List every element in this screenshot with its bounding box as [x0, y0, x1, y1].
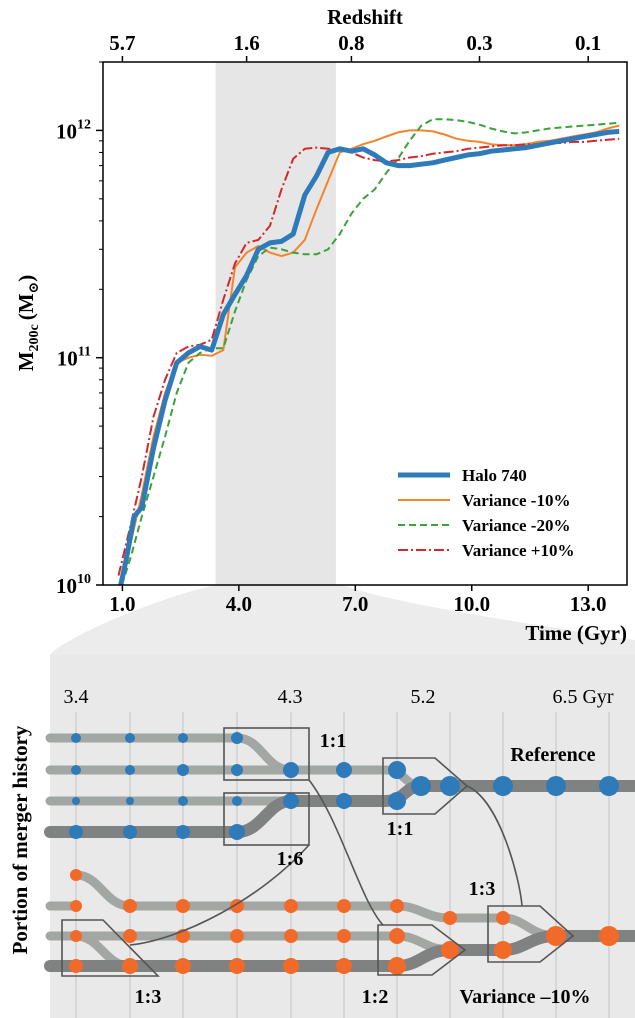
- ref-merger-box-b: [223, 792, 310, 846]
- time-label-4-3: 4.3: [278, 686, 303, 708]
- legend-label-variance-plus-10: Variance +10%: [462, 541, 574, 560]
- ratio-label-ref-c: 1:1: [387, 818, 414, 840]
- ratio-label-ref-a: 1:1: [320, 730, 347, 752]
- connector-1: [308, 779, 384, 926]
- ref-merger-box-a: [223, 727, 310, 781]
- shaded-region: [215, 62, 336, 585]
- series-line-0: [118, 128, 620, 585]
- series-line-2: [120, 118, 620, 585]
- ref-branch-4: [44, 780, 635, 838]
- ratio-label-var-b: 1:2: [362, 986, 389, 1008]
- reference-nodes: [69, 732, 619, 840]
- mass-growth-panel: 1.0 4.0 7.0 10.0 13.0 1010 1011 1012 5.7 1.6 0.8…: [14, 5, 628, 645]
- reference-label: Reference: [510, 744, 595, 766]
- x-tick-label: 4.0: [226, 592, 252, 616]
- x-tick-label: 7.0: [342, 592, 368, 616]
- y-tick-label: 1011: [57, 345, 91, 371]
- merger-history-label: Portion of merger history: [8, 725, 32, 954]
- top-tick-label: 0.3: [466, 31, 492, 55]
- plot-frame: [102, 61, 628, 586]
- variance-label: Variance –10%: [460, 986, 591, 1008]
- merger-boxes: [61, 727, 575, 977]
- top-tick-label: 0.1: [575, 31, 601, 55]
- connector-2: [129, 844, 310, 946]
- x-axis-label: Time (Gyr): [525, 621, 627, 645]
- x-tick-label: 13.0: [570, 592, 607, 616]
- ratio-label-var-a: 1:3: [135, 986, 162, 1008]
- variance-nodes: [69, 869, 619, 975]
- top-axis-label: Redshift: [327, 5, 403, 29]
- var-branch-1: [71, 870, 561, 941]
- ratio-label-var-c: 1:3: [469, 878, 496, 900]
- legend-label-variance-minus-20: Variance -20%: [462, 516, 570, 535]
- time-label-3-4: 3.4: [64, 686, 89, 708]
- var-merger-box-a: [61, 919, 160, 977]
- top-tick-label: 5.7: [109, 31, 135, 55]
- var-merger-box-b: [377, 924, 467, 976]
- top-tick-label: 0.8: [338, 31, 364, 55]
- zoom-connector: [50, 585, 635, 655]
- ratio-label-ref-b: 1:6: [277, 848, 304, 870]
- y-tick-label: 1012: [56, 117, 91, 143]
- x-tick-label: 10.0: [453, 592, 490, 616]
- merger-tree-panel: Portion of merger history 3.4 4.3 5.2 6.…: [8, 655, 635, 1018]
- legend: Halo 740 Variance -10% Variance -20% Var…: [398, 466, 574, 560]
- y-tick-label: 1010: [56, 572, 91, 598]
- var-merger-box-c: [487, 905, 575, 963]
- time-label-6-5: 6.5 Gyr: [552, 686, 613, 708]
- top-tick-label: 1.6: [233, 31, 259, 55]
- series-line-1: [119, 124, 620, 585]
- legend-label-variance-minus-10: Variance -10%: [462, 491, 570, 510]
- time-label-5-2: 5.2: [411, 686, 436, 708]
- y-axis-label: M200c(M⊙): [14, 275, 42, 372]
- connector-3: [466, 785, 523, 907]
- legend-label-halo-740: Halo 740: [462, 466, 527, 485]
- x-tick-label: 1.0: [109, 592, 135, 616]
- ref-merger-box-c: [382, 757, 469, 815]
